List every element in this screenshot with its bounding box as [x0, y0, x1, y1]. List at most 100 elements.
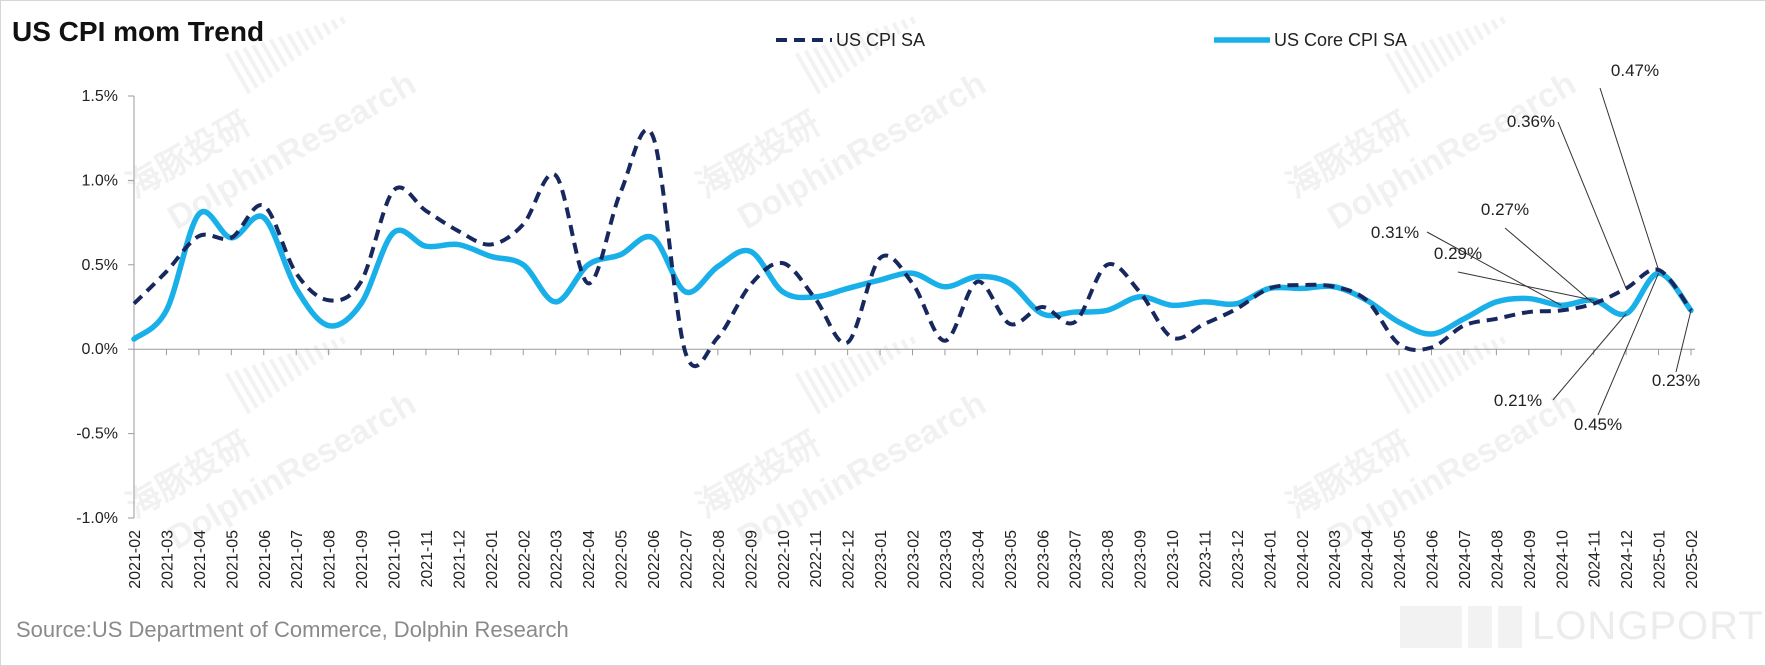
watermark-bar [1472, 344, 1485, 361]
watermark-bar [874, 347, 888, 366]
watermark-bar [268, 38, 288, 68]
annotation-label: 0.27% [1481, 200, 1529, 219]
legend-item-us-core-cpi: US Core CPI SA [1214, 30, 1407, 50]
watermark-bar [821, 44, 844, 79]
x-tick-label: 2024-09 [1522, 530, 1539, 589]
watermark-bar [821, 364, 844, 399]
watermark-bar [1499, 16, 1507, 25]
legend-label: US Core CPI SA [1274, 30, 1407, 50]
watermark-bar [882, 24, 895, 41]
x-tick-label: 2022-04 [581, 530, 598, 589]
watermark-bar [865, 350, 880, 372]
watermark-bar [1481, 21, 1492, 36]
watermark-bar [1393, 369, 1419, 409]
x-tick-label: 2024-12 [1619, 530, 1636, 589]
watermark-bar [1384, 372, 1412, 415]
watermark-bar [1464, 27, 1478, 46]
x-tick-label: 2021-05 [224, 530, 241, 589]
watermark-bar [321, 21, 332, 36]
watermark-bar [1402, 46, 1426, 84]
x-tick-label: 2021-02 [127, 530, 144, 589]
x-tick-label: 2021-04 [192, 530, 209, 589]
watermark-bar [909, 16, 917, 25]
x-tick-label: 2022-05 [614, 530, 631, 589]
annotation-label: 0.23% [1652, 371, 1700, 390]
watermark-bar [847, 355, 866, 383]
watermark-bar [812, 46, 836, 84]
watermark-bar [295, 350, 310, 372]
x-tick-label: 2022-07 [678, 530, 695, 589]
x-tick-label: 2024-04 [1360, 530, 1377, 589]
watermark-bar [260, 361, 281, 393]
annotation-label: 0.29% [1434, 244, 1482, 263]
watermark-bar [1428, 38, 1448, 68]
watermark-bar [838, 38, 858, 68]
y-tick-label: -1.0% [76, 510, 118, 527]
series-layer [131, 127, 1694, 369]
x-tick-label: 2023-06 [1035, 530, 1052, 589]
x-tick-label: 2023-09 [1133, 530, 1150, 589]
watermark-bar [1481, 341, 1492, 356]
x-tick-label: 2023-07 [1068, 530, 1085, 589]
x-tick-label: 2021-12 [451, 530, 468, 589]
chart-title: US CPI mom Trend [12, 16, 265, 47]
annotation-leader [1504, 227, 1595, 305]
x-tick-label: 2022-03 [549, 530, 566, 589]
annotation-label: 0.21% [1494, 391, 1542, 410]
watermark-bar [330, 19, 339, 30]
watermark-bar [891, 21, 902, 36]
x-tick-label: 2025-01 [1652, 530, 1669, 589]
annotation-leader [1599, 87, 1660, 271]
watermark-bar [1437, 355, 1456, 383]
annotation-label: 0.47% [1611, 61, 1659, 80]
watermark-bar [803, 49, 829, 89]
watermark-bar [830, 361, 851, 393]
watermark-bar [1428, 358, 1448, 388]
watermark-bar [856, 353, 873, 377]
watermark-bar [1455, 350, 1470, 372]
watermark-bar [295, 30, 310, 52]
x-tick-label: 2022-02 [516, 530, 533, 589]
watermark-bar [277, 355, 296, 383]
watermark-bar [312, 24, 325, 41]
series-line-us-cpi [132, 127, 1693, 369]
watermark-bar [286, 353, 303, 377]
annotation-label: 0.36% [1507, 112, 1555, 131]
watermark-bar [900, 339, 909, 350]
watermark-bar [242, 366, 266, 404]
watermark-bar [1455, 30, 1470, 52]
annotation-leader [1457, 271, 1594, 301]
watermark-bar [1420, 361, 1441, 393]
watermark-bar [268, 358, 288, 388]
watermark-bar [304, 347, 318, 366]
watermark-bar [1490, 19, 1499, 30]
y-tick-label: 0.0% [82, 341, 118, 358]
watermark-bar [882, 344, 895, 361]
x-tick-label: 2022-12 [841, 530, 858, 589]
source-note: Source:US Department of Commerce, Dolphi… [16, 617, 569, 642]
watermark-bar [233, 369, 259, 409]
watermark-bar [1472, 24, 1485, 41]
watermark-bar [286, 33, 303, 57]
watermark-bar [1490, 339, 1499, 350]
x-tick-label: 2024-06 [1425, 530, 1442, 589]
legend-label: US CPI SA [836, 30, 925, 50]
watermark-bar [891, 341, 902, 356]
logo-mark [1498, 606, 1522, 648]
watermark-bar [224, 372, 252, 415]
annotation-leader [1597, 273, 1660, 416]
x-tick-label: 2024-10 [1554, 530, 1571, 589]
x-tick-label: 2022-10 [776, 530, 793, 589]
watermark-bar [1411, 44, 1434, 79]
watermark-bar [812, 366, 836, 404]
watermark-bar [865, 30, 880, 52]
watermark-bar [803, 369, 829, 409]
legend-item-us-cpi: US CPI SA [776, 30, 925, 50]
watermark-bar [251, 44, 274, 79]
x-tick-label: 2023-05 [1003, 530, 1020, 589]
legend: US CPI SA US Core CPI SA [776, 30, 1407, 50]
x-tick-label: 2023-08 [1100, 530, 1117, 589]
